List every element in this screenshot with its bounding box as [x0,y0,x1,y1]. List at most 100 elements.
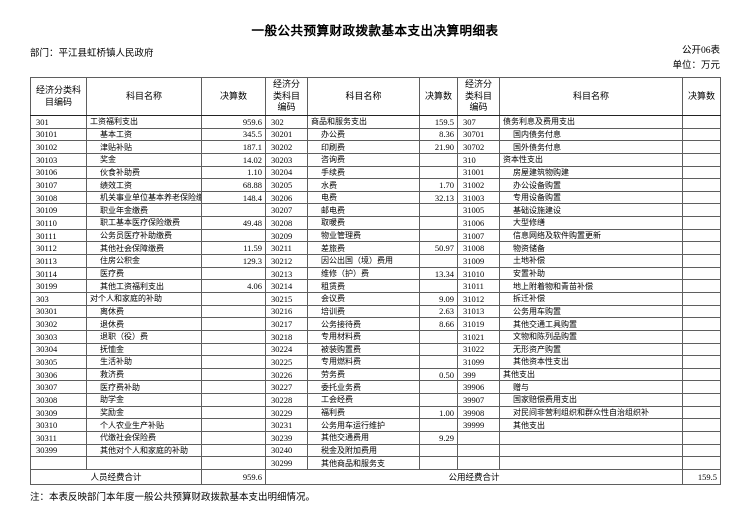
subject-name-cell: 文物和陈列品购置 [499,329,683,344]
subject-name-cell: 救济费 [86,367,202,382]
subject-name-cell: 公务用车购置 [499,304,683,319]
amount-cell [682,291,721,306]
amount-cell [419,393,458,407]
subject-name-cell: 委托业务费 [307,380,420,395]
subject-name-cell: 土地补偿 [499,254,683,268]
subject-name-cell: 退休费 [86,317,202,331]
amount-cell: 9.29 [419,431,458,445]
amount-cell [419,203,458,218]
subject-name-cell: 绩效工资 [86,178,202,192]
code-cell: 31011 [457,279,500,293]
code-cell: 30205 [265,178,308,192]
subject-name-cell [86,456,202,470]
subject-name-cell: 职工基本医疗保险缴费 [86,216,202,230]
table-row: 30306 救济费 30226 劳务费 0.50 399 其他支出 [30,367,721,382]
amount-cell [201,203,266,218]
code-cell: 39999 [457,418,500,433]
subject-name-cell: 其他资本性支出 [499,355,683,369]
amount-cell: 8.66 [419,317,458,331]
amount-cell [419,418,458,433]
subject-name-cell: 大型修缮 [499,216,683,230]
amount-cell [682,115,721,129]
subject-name-cell: 住房公积金 [86,254,202,268]
amount-cell [201,266,266,281]
subject-name-cell: 电费 [307,190,420,205]
amount-cell [682,203,721,218]
amount-cell [682,443,721,458]
table-row: 30106 伙食补助费 1.10 30204 手续费 31001 房屋建筑物购建 [30,165,721,180]
subject-name-cell: 取暖费 [307,216,420,230]
subject-name-cell [499,456,683,470]
table-row: 30308 助学金 30228 工会经费 39907 国家赔偿费用支出 [30,393,721,407]
subject-name-cell: 机关事业单位基本养老保险缴 [86,190,202,205]
code-cell: 30310 [30,418,87,433]
amount-cell: 2.63 [419,304,458,319]
amount-cell [419,279,458,293]
subject-name-cell: 邮电费 [307,203,420,218]
code-cell: 30229 [265,405,308,420]
subject-name-cell: 职业年金缴费 [86,203,202,218]
subject-name-cell: 工会经费 [307,393,420,407]
subject-name-cell: 伙食补助费 [86,165,202,180]
table-row: 30307 医疗费补助 30227 委托业务费 39906 赠与 [30,380,721,395]
code-cell: 30302 [30,317,87,331]
code-cell: 31021 [457,329,500,344]
footnote: 注：本表反映部门本年度一般公共预算财政拨款基本支出明细情况。 [30,493,316,503]
subject-name-cell: 培训费 [307,304,420,319]
amount-cell: 129.3 [201,254,266,268]
subject-name-cell: 咨询费 [307,152,420,167]
amount-cell [682,127,721,142]
subject-name-cell: 安置补助 [499,266,683,281]
subject-name-cell: 其他交通工具购置 [499,317,683,331]
amount-cell: 11.59 [201,241,266,256]
code-cell: 30212 [265,254,308,268]
amount-cell [682,140,721,154]
code-cell: 30701 [457,127,500,142]
amount-cell [682,178,721,192]
subject-name-cell: 专用设备购置 [499,190,683,205]
header-amount-col1: 决算数 [201,77,266,116]
amount-cell [682,266,721,281]
subject-name-cell: 退职（役）费 [86,329,202,344]
code-cell: 30299 [265,456,308,470]
amount-cell: 159.5 [419,115,458,129]
amount-cell: 148.4 [201,190,266,205]
code-cell: 30225 [265,355,308,369]
code-cell: 39908 [457,405,500,420]
amount-cell [682,279,721,293]
table-row: 303 对个人和家庭的补助 30215 会议费 9.09 31012 拆迁补偿 [30,291,721,306]
code-cell: 31001 [457,165,500,180]
subject-name-cell: 租赁费 [307,279,420,293]
table-row: 30101 基本工资 345.5 30201 办公费 8.36 30701 国内债务付息 [30,127,721,142]
code-cell: 30215 [265,291,308,306]
subject-name-cell: 奖金 [86,152,202,167]
amount-cell [682,228,721,243]
code-cell: 30307 [30,380,87,395]
amount-cell [201,228,266,243]
code-cell: 302 [265,115,308,129]
amount-cell [419,329,458,344]
amount-cell [682,329,721,344]
amount-cell: 8.36 [419,127,458,142]
code-cell: 31013 [457,304,500,319]
public-total-label: 公用经费合计 [265,468,683,485]
table-row: 30304 抚恤金 30224 被装购置费 31022 无形资产购置 [30,342,721,357]
code-cell: 301 [30,115,87,129]
code-cell: 30201 [265,127,308,142]
subject-name-cell: 会议费 [307,291,420,306]
table-row: 30309 奖励金 30229 福利费 1.00 39908 对民间非营利组织和群众性自治组… [30,405,721,420]
subject-name-cell: 国内债务付息 [499,127,683,142]
subject-name-cell: 抚恤金 [86,342,202,357]
code-cell: 39907 [457,393,500,407]
subject-name-cell: 无形资产购置 [499,342,683,357]
amount-cell [419,380,458,395]
amount-cell [682,431,721,445]
code-cell: 30224 [265,342,308,357]
code-cell: 30106 [30,165,87,180]
amount-cell [682,393,721,407]
subject-name-cell: 信息网络及软件购置更新 [499,228,683,243]
amount-cell [201,405,266,420]
table-body: 301 工资福利支出 959.6 302 商品和服务支出 159.5 307 债务利息及费用支… [30,115,721,470]
subject-name-cell: 津贴补贴 [86,140,202,154]
